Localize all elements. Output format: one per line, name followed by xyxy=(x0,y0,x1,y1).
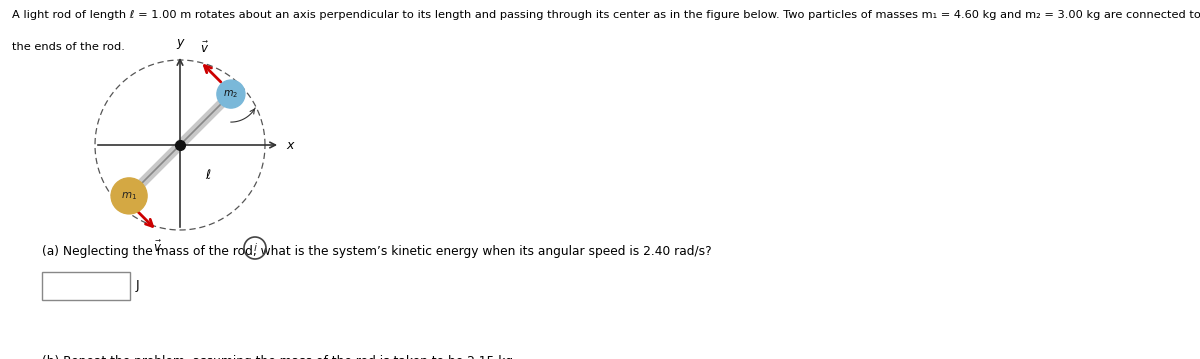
Circle shape xyxy=(217,80,245,108)
Text: x: x xyxy=(286,139,293,151)
Text: $\ell$: $\ell$ xyxy=(205,168,211,182)
Text: y: y xyxy=(176,36,184,49)
Text: $\vec{v}$: $\vec{v}$ xyxy=(199,41,209,56)
Text: $m_1$: $m_1$ xyxy=(121,190,137,202)
Text: $\vec{v}$: $\vec{v}$ xyxy=(154,239,162,255)
Text: i: i xyxy=(253,243,257,253)
Text: (a) Neglecting the mass of the rod, what is the system’s kinetic energy when its: (a) Neglecting the mass of the rod, what… xyxy=(42,245,712,258)
Text: (b) Repeat the problem, assuming the mass of the rod is taken to be 2.15 kg.: (b) Repeat the problem, assuming the mas… xyxy=(42,355,517,359)
Text: J: J xyxy=(136,280,139,293)
Text: $m_2$: $m_2$ xyxy=(223,88,239,100)
FancyBboxPatch shape xyxy=(42,272,130,300)
Text: the ends of the rod.: the ends of the rod. xyxy=(12,42,125,52)
Circle shape xyxy=(112,178,148,214)
Text: A light rod of length ℓ = 1.00 m rotates about an axis perpendicular to its leng: A light rod of length ℓ = 1.00 m rotates… xyxy=(12,10,1200,20)
